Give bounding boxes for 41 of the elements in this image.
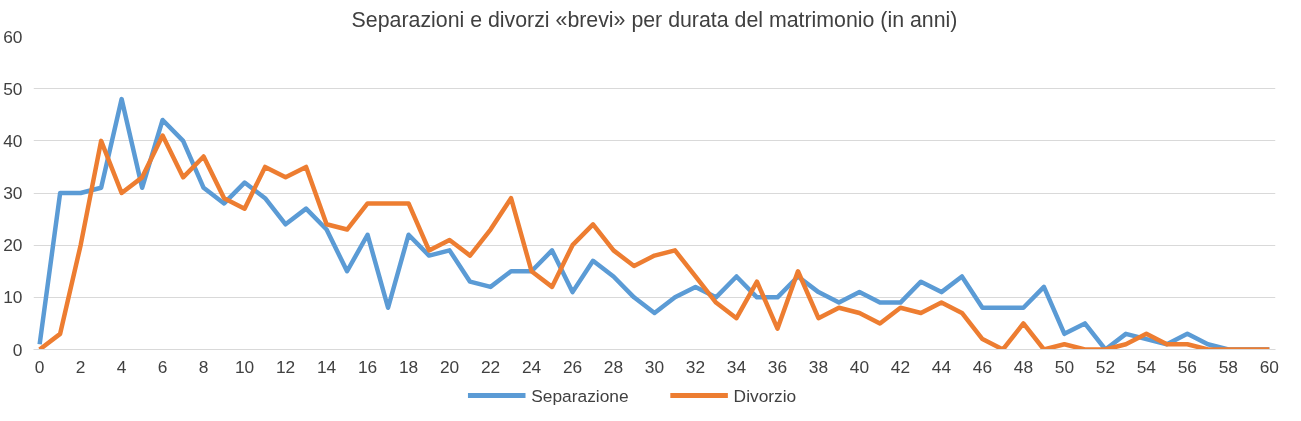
x-tick-label: 16 [357,356,378,377]
x-tick-label: 10 [234,356,255,377]
x-tick-label: 30 [644,356,665,377]
x-tick-label: 26 [562,356,583,377]
x-tick-label: 46 [972,356,993,377]
x-tick-label: 0 [34,356,45,377]
legend-label: Divorzio [733,385,797,406]
y-tick-label: 40 [3,130,23,151]
x-tick-label: 28 [603,356,624,377]
x-tick-label: 56 [1177,356,1198,377]
x-tick-label: 18 [398,356,419,377]
x-tick-label: 20 [439,356,460,377]
y-tick-label: 10 [3,287,23,308]
x-tick-label: 2 [75,356,86,377]
x-tick-label: 40 [849,356,870,377]
chart-title: Separazioni e divorzi «brevi» per durata del matrimonio (in anni) [351,7,958,32]
x-tick-label: 22 [480,356,501,377]
legend-label: Separazione [531,385,629,406]
x-tick-label: 58 [1218,356,1239,377]
x-tick-label: 52 [1095,356,1116,377]
y-tick-label: 20 [3,235,23,256]
x-tick-label: 32 [685,356,706,377]
y-tick-label: 0 [12,339,23,360]
x-tick-label: 4 [116,356,127,377]
y-tick-label: 60 [3,26,23,47]
x-tick-label: 50 [1054,356,1075,377]
x-tick-label: 14 [316,356,337,377]
x-tick-label: 38 [808,356,829,377]
x-tick-label: 8 [198,356,209,377]
x-tick-label: 34 [726,356,747,377]
x-tick-label: 6 [157,356,168,377]
x-tick-label: 24 [521,356,542,377]
x-tick-label: 54 [1136,356,1157,377]
y-tick-label: 50 [3,78,23,99]
x-tick-label: 42 [890,356,911,377]
x-tick-label: 60 [1259,356,1279,377]
x-tick-label: 44 [931,356,952,377]
x-tick-label: 48 [1013,356,1034,377]
x-tick-label: 12 [275,356,296,377]
x-tick-label: 36 [767,356,788,377]
y-tick-label: 30 [3,183,23,203]
